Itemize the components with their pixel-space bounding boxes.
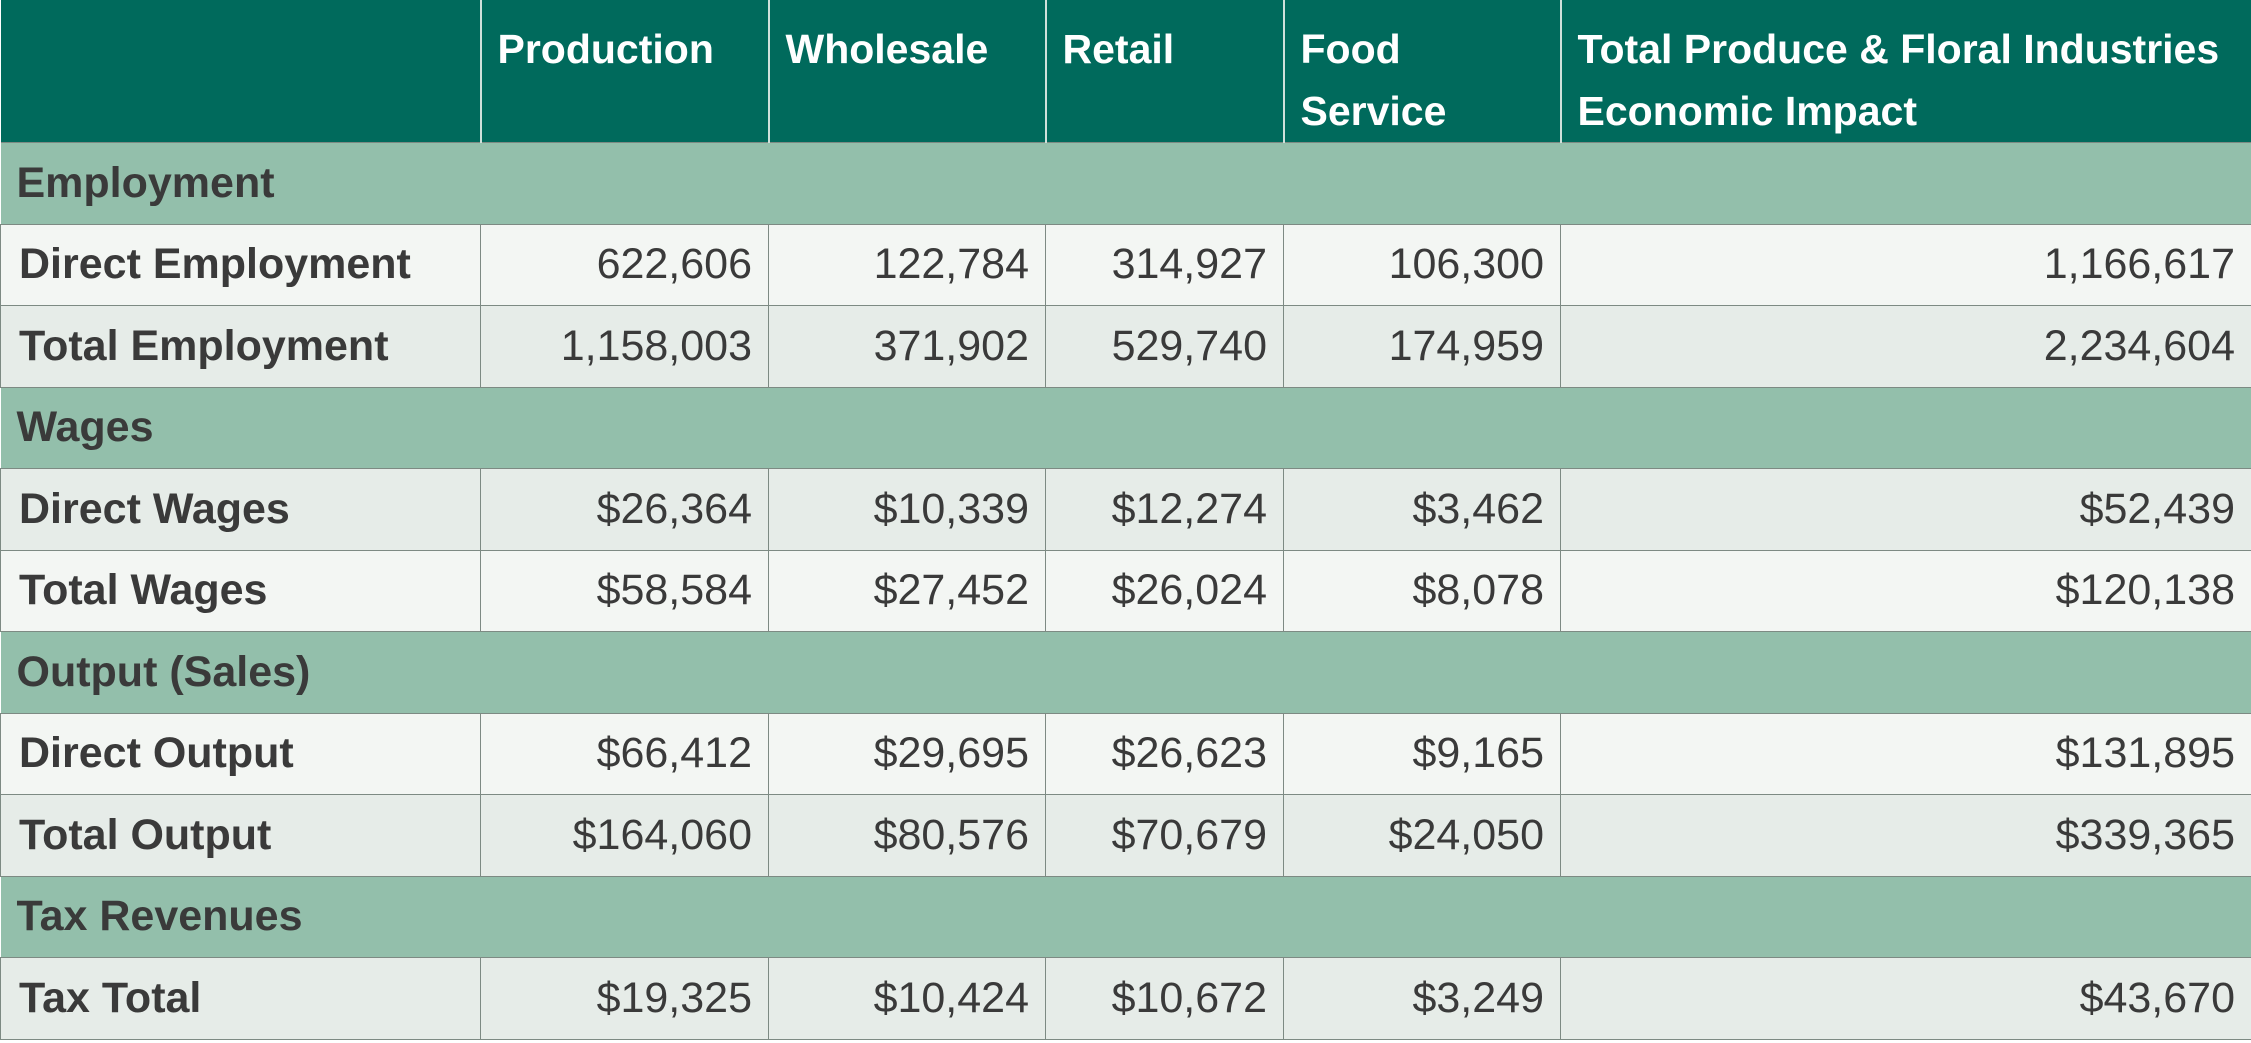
row-label: Tax Total [0,957,481,1040]
value-cell: $131,895 [1560,712,2251,795]
value-cell: $120,138 [1560,549,2251,632]
value-cell: $10,424 [768,957,1046,1040]
value-cell: 1,158,003 [480,305,769,388]
value-cell: $26,364 [480,468,769,551]
value-cell: $58,584 [480,549,769,632]
section-title: Employment [0,142,2251,225]
value-cell: $27,452 [768,549,1046,632]
value-cell: $8,078 [1283,549,1561,632]
section-row: Employment [0,142,2251,225]
value-cell: $3,249 [1283,957,1561,1040]
section-title: Output (Sales) [0,631,2251,714]
table-body: Employment Direct Employment 622,606 122,78… [0,142,2251,1040]
section-row: Tax Revenues [0,875,2251,958]
value-cell: $9,165 [1283,712,1561,795]
data-row: Direct Wages $26,364 $10,339 $12,274 $3,462 $… [0,468,2251,551]
header-cell: Production [479,0,769,143]
value-cell: 2,234,604 [1560,305,2251,388]
row-label: Total Output [0,794,481,877]
header-cell: Food Service [1282,0,1561,143]
value-cell: $70,679 [1045,794,1284,877]
value-cell: $19,325 [480,957,769,1040]
value-cell: 174,959 [1283,305,1561,388]
row-label: Total Employment [0,305,481,388]
row-label: Direct Employment [0,223,481,306]
row-label: Direct Wages [0,468,481,551]
header-cell: Total Produce & Floral Industries Econom… [1559,0,2251,143]
value-cell: 1,166,617 [1560,223,2251,306]
value-cell: $24,050 [1283,794,1561,877]
value-cell: $164,060 [480,794,769,877]
section-title: Wages [0,386,2251,469]
value-cell: $29,695 [768,712,1046,795]
value-cell: $66,412 [480,712,769,795]
data-row: Direct Employment 622,606 122,784 314,927 10… [0,223,2251,306]
row-label: Direct Output [0,712,481,795]
data-row: Total Output $164,060 $80,576 $70,679 $24,05… [0,794,2251,877]
section-row: Wages [0,386,2251,469]
value-cell: $26,623 [1045,712,1284,795]
value-cell: $52,439 [1560,468,2251,551]
value-cell: 314,927 [1045,223,1284,306]
value-cell: $339,365 [1560,794,2251,877]
value-cell: $26,024 [1045,549,1284,632]
data-row: Total Employment 1,158,003 371,902 529,740 1… [0,305,2251,388]
value-cell: 106,300 [1283,223,1561,306]
value-cell: $3,462 [1283,468,1561,551]
data-row: Total Wages $58,584 $27,452 $26,024 $8,078 $1… [0,549,2251,632]
header-cell [0,0,481,143]
header-cell: Wholesale [767,0,1046,143]
value-cell: $12,274 [1045,468,1284,551]
value-cell: $80,576 [768,794,1046,877]
value-cell: 622,606 [480,223,769,306]
value-cell: 529,740 [1045,305,1284,388]
table-head: Production Wholesale Retail Food Service Tot… [0,0,2251,143]
value-cell: $43,670 [1560,957,2251,1040]
header-cell: Retail [1044,0,1284,143]
section-row: Output (Sales) [0,631,2251,714]
value-cell: 122,784 [768,223,1046,306]
value-cell: $10,339 [768,468,1046,551]
value-cell: $10,672 [1045,957,1284,1040]
data-row: Tax Total $19,325 $10,424 $10,672 $3,249 $43,… [0,957,2251,1040]
row-label: Total Wages [0,549,481,632]
data-row: Direct Output $66,412 $29,695 $26,623 $9,165… [0,712,2251,795]
value-cell: 371,902 [768,305,1046,388]
header-row: Production Wholesale Retail Food Service Tot… [0,0,2251,143]
section-title: Tax Revenues [0,875,2251,958]
